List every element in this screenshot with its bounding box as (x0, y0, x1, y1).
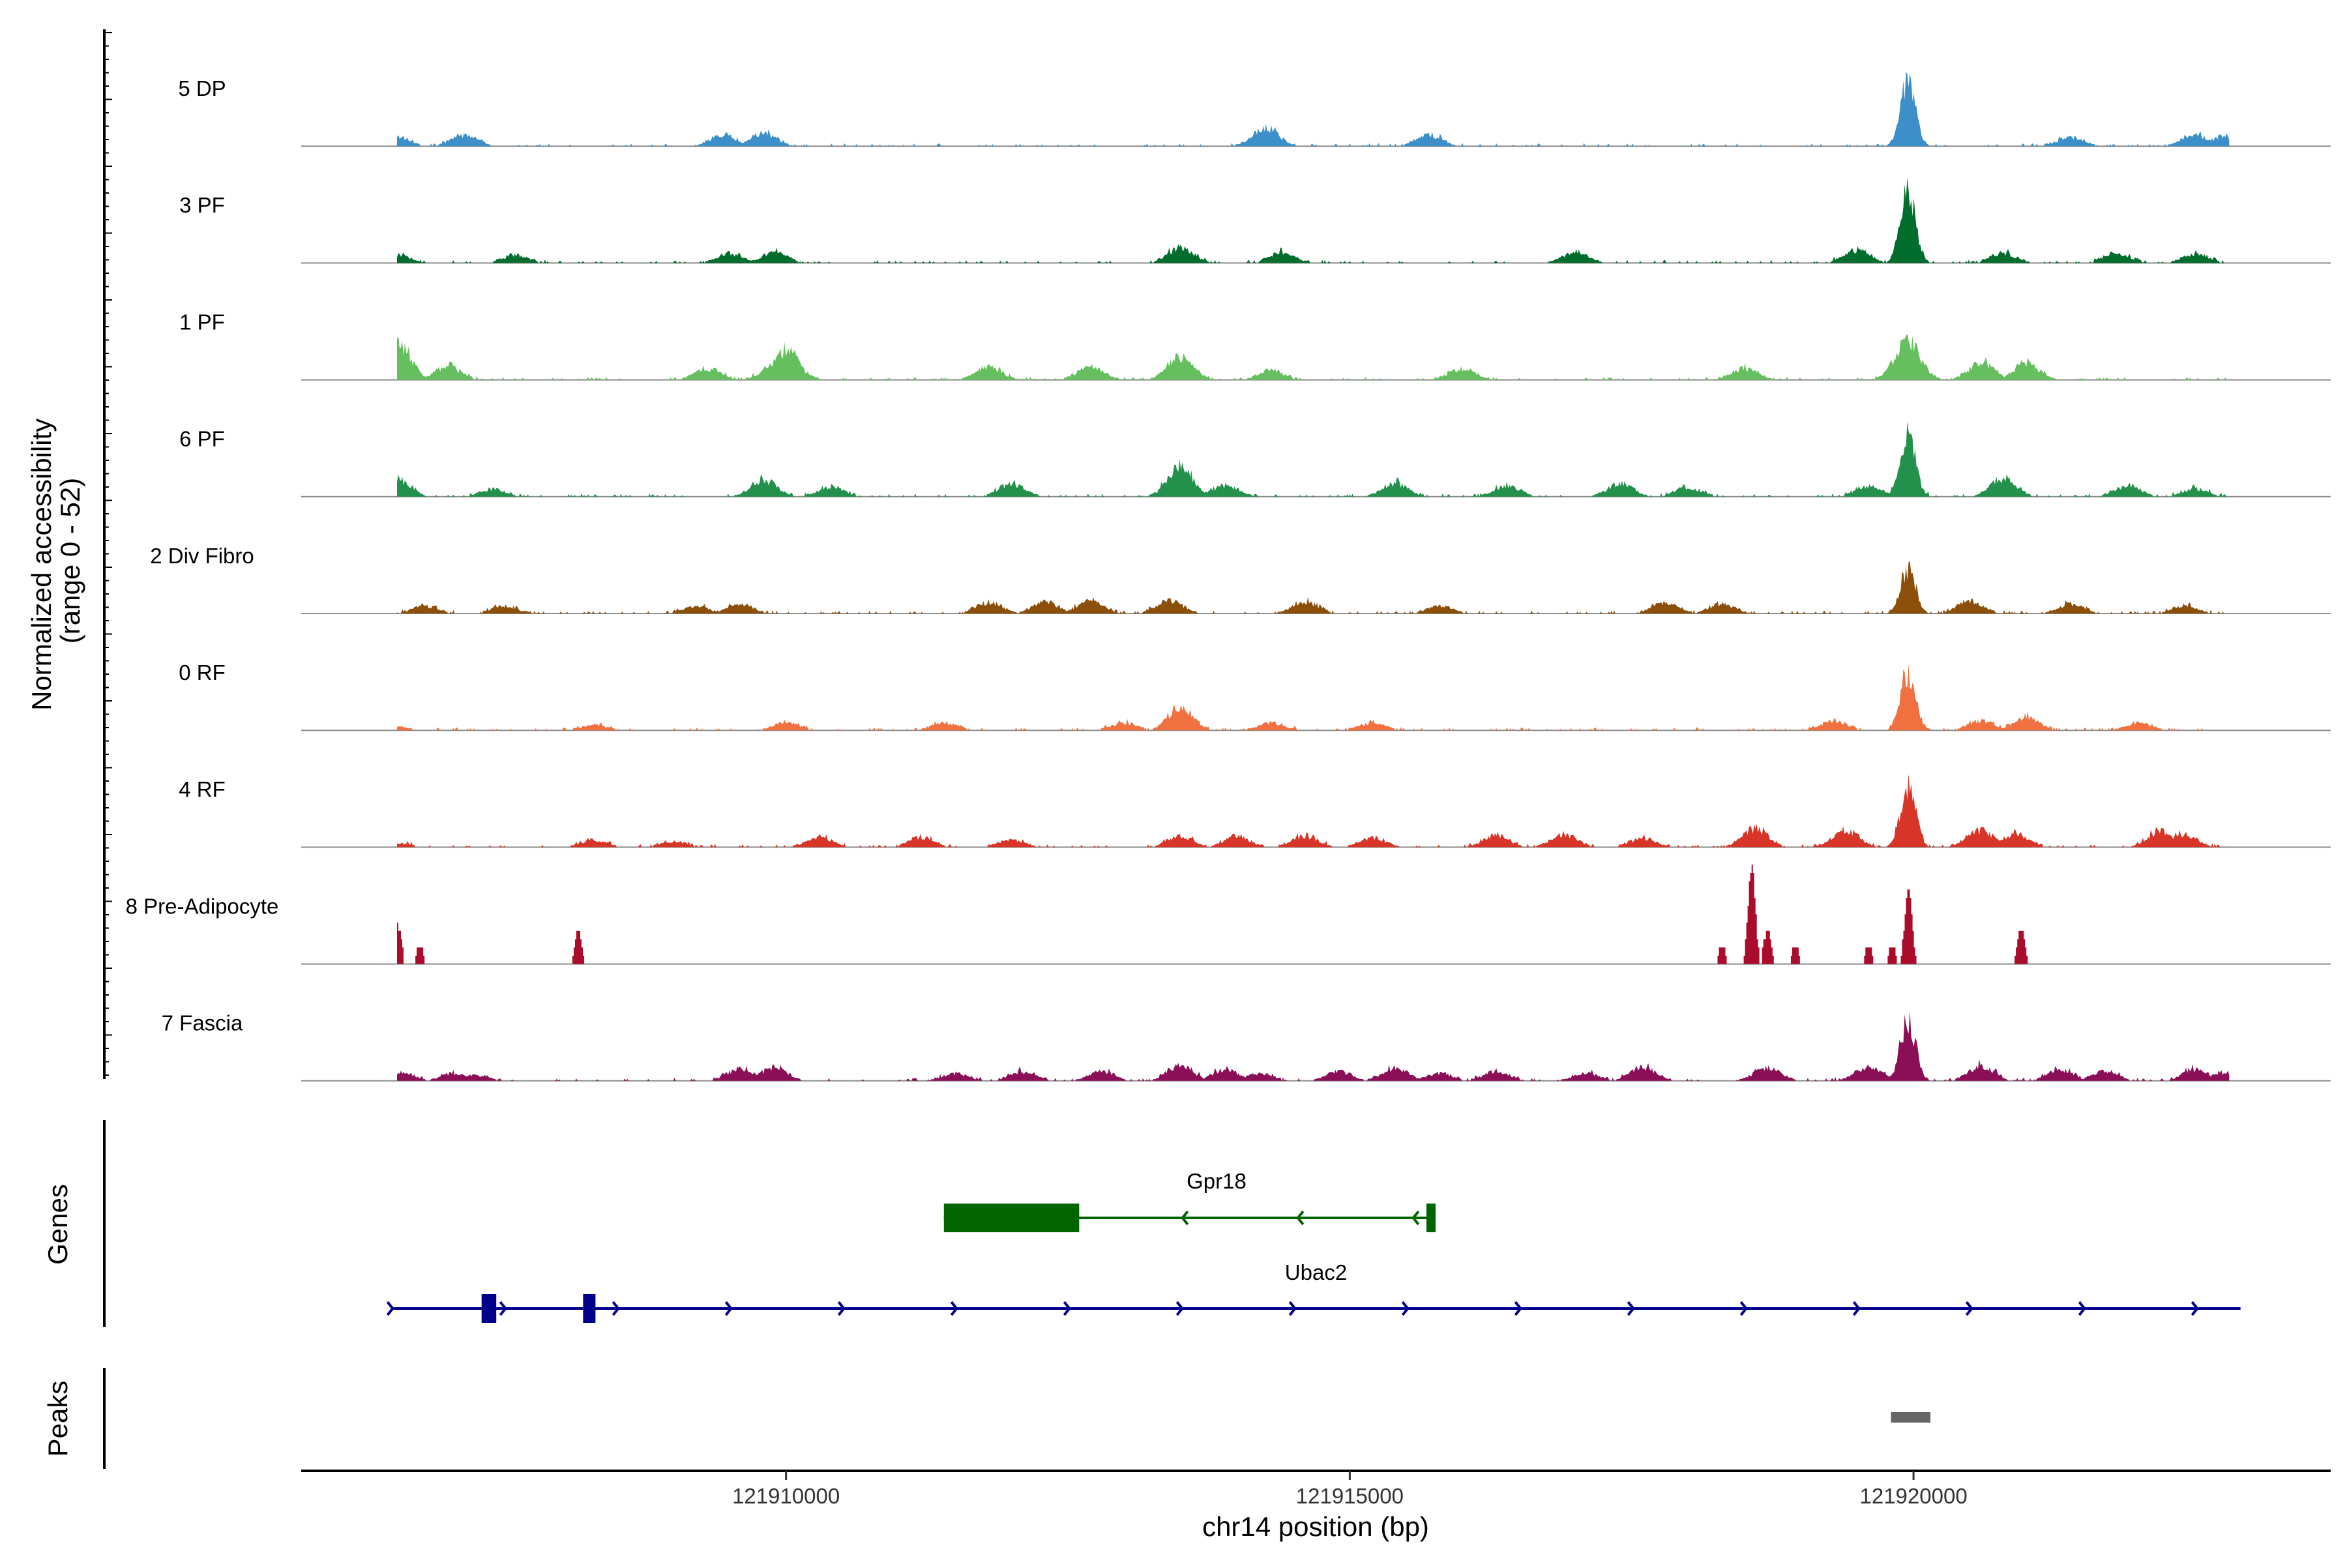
x-tick-label: 121920000 (1860, 1484, 1968, 1508)
strand-arrow (1514, 1301, 1522, 1316)
strand-arrow (724, 1301, 733, 1316)
strand-arrow (1411, 1210, 1420, 1226)
strand-arrow (1063, 1301, 1071, 1316)
track-9: 7 Fascia (162, 1011, 2331, 1082)
x-axis-title: chr14 position (bp) (1202, 1511, 1429, 1542)
track-7: 4 RF (179, 773, 2331, 848)
track-3: 1 PF (179, 310, 2331, 381)
y-axis: Normalized accessibility (range 0 - 52) (26, 29, 112, 1079)
track-label: 5 DP (178, 76, 226, 100)
gene-gpr18: Gpr18 (943, 1169, 1436, 1232)
gene-exon (943, 1204, 1080, 1232)
coverage-area (397, 177, 2230, 263)
track-5: 2 Div Fibro (150, 544, 2331, 614)
track-1: 5 DP (178, 72, 2331, 147)
strand-arrow (1175, 1301, 1184, 1316)
coverage-area (397, 1011, 2230, 1081)
track-label: 8 Pre-Adipocyte (126, 894, 279, 918)
gene-exon (583, 1294, 596, 1323)
strand-arrow (950, 1301, 958, 1316)
strand-arrow (1852, 1301, 1861, 1316)
track-8: 8 Pre-Adipocyte (126, 865, 2331, 965)
coverage-area (397, 773, 2230, 848)
coverage-area (397, 334, 2230, 380)
track-label: 0 RF (179, 660, 226, 685)
strand-arrow (1401, 1301, 1410, 1316)
x-tick-label: 121910000 (732, 1484, 840, 1508)
x-axis-ticks: 121910000 121915000 121920000 (732, 1471, 1968, 1508)
strand-arrow (1739, 1301, 1748, 1316)
x-axis: 121910000 121915000 121920000 chr14 positi… (301, 1470, 2331, 1542)
genes-panel: Genes Gpr18 Ubac2 (42, 1120, 2241, 1327)
track-2: 3 PF (179, 177, 2331, 264)
gene-models: Gpr18 Ubac2 (386, 1169, 2241, 1323)
strand-arrow (2191, 1301, 2199, 1316)
strand-arrow (1181, 1210, 1189, 1226)
peak-regions (1891, 1412, 1931, 1423)
strand-arrow (2078, 1301, 2086, 1316)
x-tick-label: 121915000 (1296, 1484, 1404, 1508)
strand-arrow (612, 1301, 620, 1316)
strand-arrow (1288, 1301, 1297, 1316)
track-6: 0 RF (179, 660, 2331, 732)
peaks-panel-label: Peaks (42, 1381, 73, 1457)
coverage-area (397, 865, 2231, 964)
track-label: 1 PF (179, 310, 225, 334)
gene-exon (1426, 1204, 1436, 1232)
gene-exon (481, 1294, 497, 1323)
track-label: 7 Fascia (162, 1011, 243, 1035)
coverage-tracks: 5 DP 3 PF 1 PF 6 PF 2 Div Fibro 0 RF 4 RF 8 Pre… (126, 72, 2331, 1082)
y-axis-title-line-2: (range 0 - 52) (55, 478, 85, 643)
coverage-area (397, 561, 2230, 614)
track-label: 4 RF (179, 777, 226, 801)
track-label: 3 PF (179, 193, 225, 217)
y-axis-ticks (104, 32, 112, 1076)
coverage-area (397, 421, 2230, 497)
strand-arrow (1627, 1301, 1635, 1316)
strand-arrow (499, 1301, 507, 1316)
strand-arrow (1296, 1210, 1305, 1226)
strand-arrow (386, 1301, 394, 1316)
gene-label: Gpr18 (1187, 1169, 1247, 1193)
peaks-panel: Peaks (42, 1368, 1931, 1469)
peak-region (1891, 1412, 1931, 1423)
y-axis-title: Normalized accessibility (range 0 - 52) (26, 411, 85, 711)
coverage-area (397, 664, 2230, 731)
coverage-area (397, 72, 2230, 147)
strand-arrow (837, 1301, 846, 1316)
gene-ubac2: Ubac2 (386, 1260, 2241, 1323)
y-axis-title-line-1: Normalized accessibility (26, 419, 57, 711)
genes-panel-label: Genes (42, 1184, 73, 1265)
track-4: 6 PF (179, 421, 2331, 497)
gene-label: Ubac2 (1285, 1260, 1347, 1284)
strand-arrow (1965, 1301, 1973, 1316)
track-label: 6 PF (179, 427, 225, 451)
track-label: 2 Div Fibro (150, 544, 254, 568)
